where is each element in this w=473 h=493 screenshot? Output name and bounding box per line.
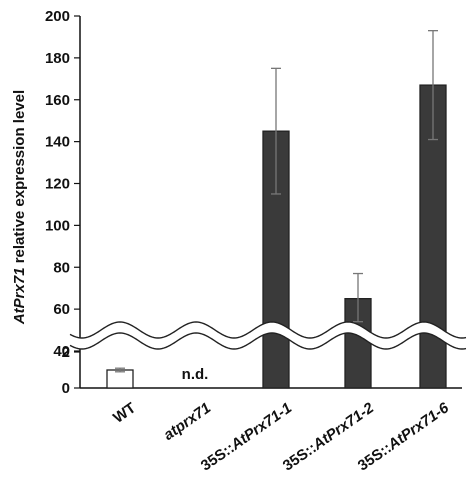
y-axis-label: AtPrx71 relative expression level: [11, 90, 28, 325]
category-label-gene: AtPrx71-2: [309, 399, 377, 454]
y-tick-label: 2: [62, 344, 70, 361]
category-label: WT: [110, 399, 139, 426]
y-tick-label: 100: [45, 217, 70, 234]
y-tick-label: 200: [45, 8, 70, 25]
y-tick-label: 160: [45, 92, 70, 109]
axis-break-band: [70, 322, 466, 349]
axis-break-line: [69, 321, 467, 339]
category-label-gene: AtPrx71-1: [227, 399, 295, 454]
category-label: atprx71: [161, 399, 214, 444]
y-tick-label: 180: [45, 50, 70, 67]
y-tick-label: 40: [53, 343, 70, 360]
axis-break-line: [69, 332, 467, 350]
y-tick-label: 80: [53, 259, 70, 276]
y-tick-label: 120: [45, 176, 70, 193]
plot-area: 40 60 80 100 120 140 160 180 200 0 2 n.d. WT atprx713…: [45, 8, 467, 475]
bar: [106, 369, 134, 389]
category-label-gene: AtPrx71-6: [384, 399, 452, 454]
y-axis-label-text: relative expression level: [11, 90, 28, 268]
y-axis-label-gene: AtPrx71: [11, 267, 28, 325]
y-tick-label: 140: [45, 134, 70, 151]
y-tick-label: 0: [62, 380, 70, 397]
not-detected-label: n.d.: [182, 366, 209, 383]
y-tick-label: 60: [53, 301, 70, 318]
category-label: 35S::AtPrx71-1: [198, 399, 295, 474]
